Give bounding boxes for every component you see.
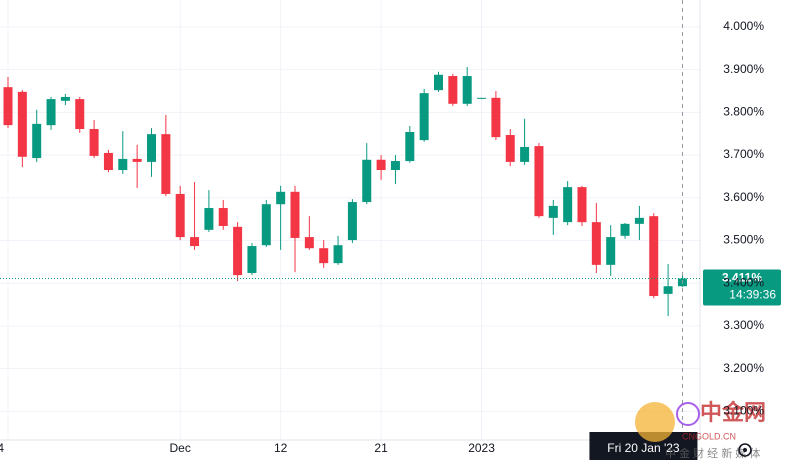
candle-body — [534, 146, 544, 217]
settings-icon[interactable] — [738, 443, 752, 457]
candle-body — [563, 187, 573, 223]
candles — [3, 67, 687, 317]
crosshair-label: Fri 20 Jan '23 — [607, 441, 680, 455]
candle-body — [60, 96, 70, 101]
x-tick-label: Dec — [170, 441, 191, 455]
gear-center[interactable] — [743, 448, 747, 452]
candle-body — [276, 191, 286, 205]
x-tick-label: 2023 — [468, 441, 495, 455]
countdown: 14:39:36 — [729, 288, 776, 302]
candle-body — [333, 245, 343, 264]
candle-body — [649, 216, 659, 297]
candle-body — [548, 205, 558, 218]
x-tick-label: 21 — [374, 441, 388, 455]
candle-body — [103, 152, 113, 171]
candle-body — [118, 158, 128, 171]
candle-body — [434, 74, 443, 91]
candle-body — [319, 248, 329, 264]
gear[interactable] — [738, 443, 752, 457]
y-tick-label: 3.800% — [723, 105, 764, 119]
candle-body — [347, 202, 357, 241]
y-tick-label: 3.400% — [723, 275, 764, 289]
candle-body — [362, 159, 372, 203]
candle-body — [663, 286, 673, 294]
candle-body — [477, 97, 487, 99]
candle-body — [577, 187, 587, 223]
candle-body — [89, 129, 99, 156]
candle-body — [520, 146, 530, 162]
y-tick-label: 3.300% — [723, 318, 764, 332]
y-tick-label: 3.900% — [723, 62, 764, 76]
candle-body — [247, 246, 257, 273]
candle-body — [175, 193, 185, 238]
watermark-logo — [635, 402, 675, 442]
candle-body — [218, 208, 228, 226]
y-tick-label: 3.100% — [723, 404, 764, 418]
candle-body — [505, 134, 515, 162]
y-tick-label: 3.600% — [723, 190, 764, 204]
candle-body — [491, 97, 501, 138]
candle-body — [462, 76, 472, 104]
candle-body — [390, 161, 400, 171]
candle-body — [233, 226, 243, 276]
candle-body — [147, 134, 156, 162]
candle-body — [405, 132, 415, 162]
candle-body — [75, 99, 85, 130]
candle-body — [132, 158, 142, 162]
candle-body — [304, 237, 314, 249]
candle-body — [290, 191, 300, 238]
candle-body — [17, 91, 27, 157]
y-tick-label: 3.500% — [723, 233, 764, 247]
overlay: 3.411% 14:39:36 Fri 20 Jan '23 — [0, 0, 781, 460]
y-tick-label: 3.700% — [723, 147, 764, 161]
candle-body — [620, 223, 630, 236]
candle-body — [448, 76, 458, 104]
watermark-slogan: 中 金 财 经 新 媒 体 — [665, 446, 760, 460]
candle-body — [190, 237, 200, 247]
watermark: 中金网 CNGOLD.CN 中 金 财 经 新 媒 体 — [635, 400, 766, 460]
watermark-logo-text: 中金网 — [700, 400, 766, 425]
candle-body — [204, 208, 214, 230]
last-price-label: 3.411% — [722, 271, 762, 285]
candle-body — [32, 123, 42, 159]
candle-body — [634, 217, 644, 224]
candle-body — [376, 159, 386, 171]
candle-body — [606, 237, 616, 265]
candle-body — [419, 93, 429, 141]
x-tick-label: 4 — [0, 441, 4, 455]
y-tick-label: 4.000% — [723, 19, 764, 33]
watermark-site: CNGOLD.CN — [682, 431, 736, 441]
candle-body — [46, 99, 56, 126]
x-tick-label: 12 — [274, 441, 288, 455]
y-tick-label: 3.200% — [723, 361, 764, 375]
last-price-box — [703, 269, 781, 306]
candle-body — [591, 222, 601, 265]
watermark-ring — [676, 402, 700, 426]
candle-body — [161, 134, 171, 194]
candle-body — [3, 87, 13, 126]
candle-body — [261, 204, 271, 246]
